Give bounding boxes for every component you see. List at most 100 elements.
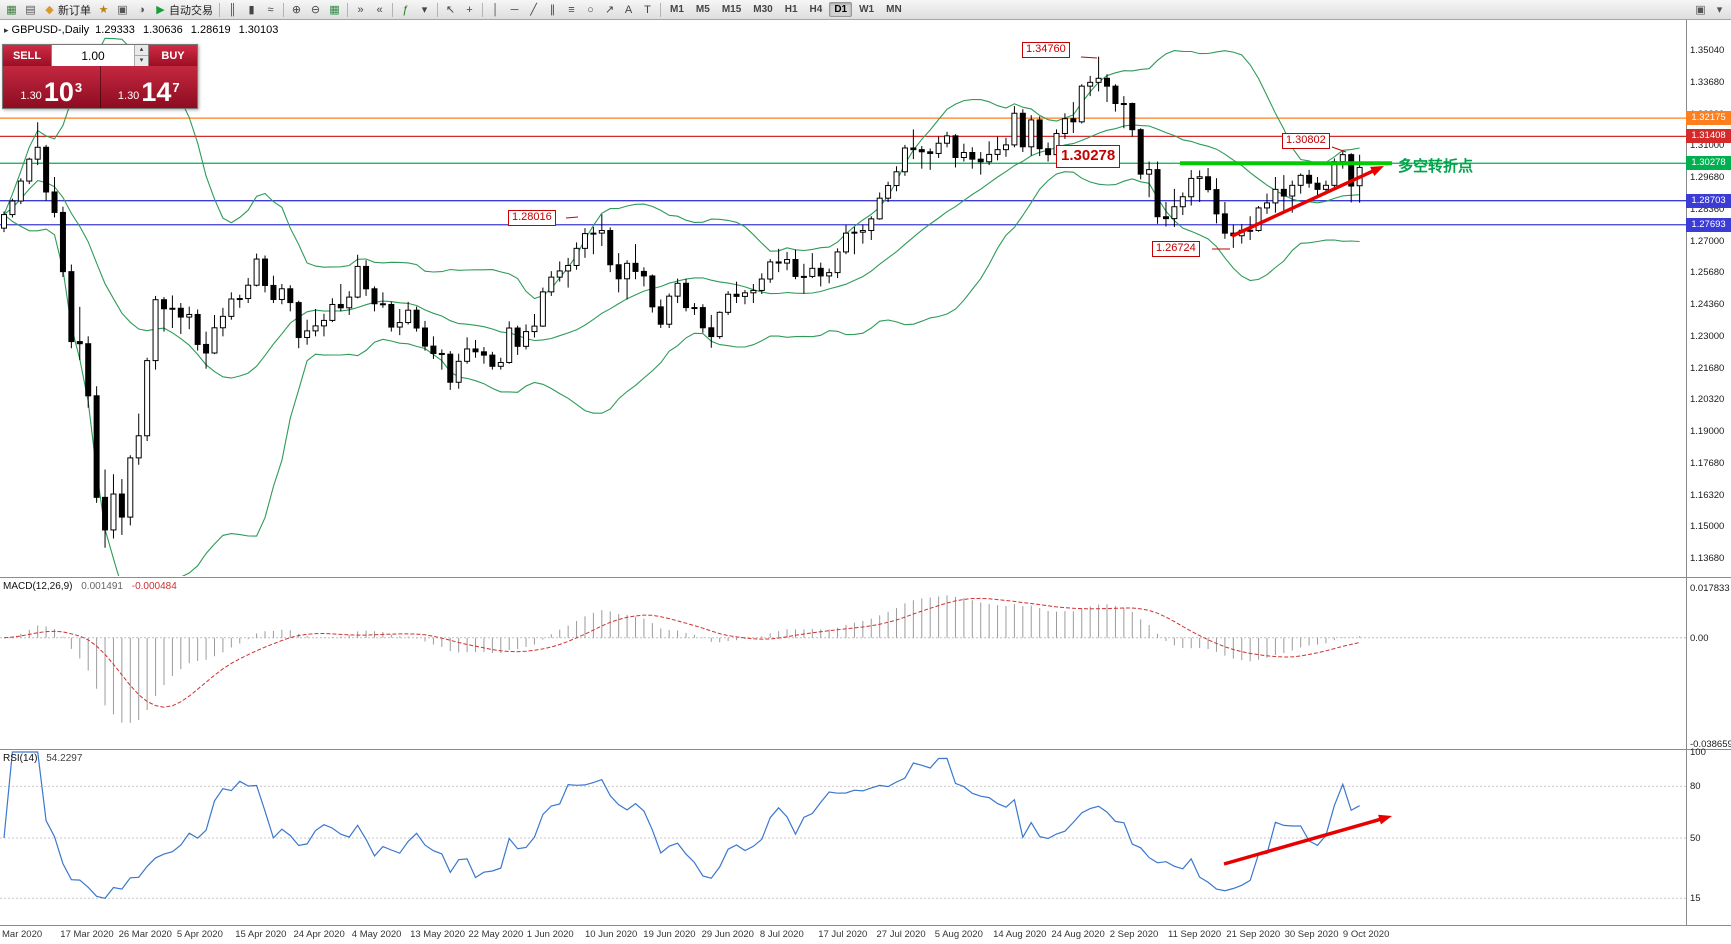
new-order-label: 新订单 — [58, 4, 91, 17]
timeframe-w1-button[interactable]: W1 — [859, 4, 875, 15]
ohlc-values: 1.29333 1.30636 1.28619 1.30103 — [95, 24, 279, 36]
price-axis-label: 1.27000 — [1690, 235, 1725, 247]
date-axis-label: 30 Sep 2020 — [1284, 929, 1339, 940]
text-icon: A — [624, 3, 633, 16]
date-axis-label: 8 Jul 2020 — [759, 929, 804, 940]
indicators-dropdown-icon[interactable]: ▾ — [416, 2, 433, 18]
price-axis-label: 1.33680 — [1690, 76, 1725, 88]
rsi-indicator-label: RSI(14) 54.2297 — [3, 753, 82, 764]
toolbar-options-icon[interactable]: ▾ — [1711, 2, 1728, 18]
toolbar-separator — [283, 2, 284, 17]
date-axis-label: Mar 2020 — [2, 929, 43, 940]
buy-button[interactable]: BUY — [149, 45, 197, 66]
profiles-icon: ▤ — [25, 3, 36, 16]
toolbar: ▦ ▤ ◆ 新订单 ★ ▣ ◑ ▶ 自动交易 ║ ▮ ≈ ⊕ ⊖ ▦ » « ƒ ▾ ↖ + │ ─ ╱ ∥ ≡ ○ ↗ A T M1 M5 M… — [0, 0, 1731, 20]
arrows-tool-icon: ↗ — [604, 3, 615, 16]
new-chart-icon[interactable]: ▦ — [3, 2, 20, 18]
trendline-icon[interactable]: ╱ — [525, 2, 542, 18]
date-axis-label: 5 Aug 2020 — [934, 929, 983, 940]
timeframe-mn-button[interactable]: MN — [886, 4, 902, 15]
timeframe-h4-button[interactable]: H4 — [809, 4, 823, 15]
autotrading-icon: ▶ — [156, 3, 165, 16]
equidistant-channel-icon[interactable]: ∥ — [544, 2, 561, 18]
sell-price-button[interactable]: 1.30 10 3 — [3, 66, 101, 108]
sell-price-sup: 3 — [74, 80, 83, 95]
date-axis-label: 9 Oct 2020 — [1342, 929, 1390, 940]
rsi-axis-label: 15 — [1690, 893, 1701, 904]
mql5-community-icon: ★ — [98, 3, 109, 16]
price-level-tag: 1.30278 — [1686, 156, 1731, 171]
macd-indicator-label: MACD(12,26,9) 0.001491 -0.000484 — [3, 581, 177, 592]
strategy-tester-icon[interactable]: ◑ — [133, 2, 150, 18]
date-axis-label: 22 May 2020 — [468, 929, 524, 940]
line-chart-mode-icon[interactable]: ≈ — [262, 2, 279, 18]
chart-shift-icon[interactable]: « — [371, 2, 388, 18]
trendline-icon: ╱ — [530, 3, 537, 16]
lot-increase-button[interactable]: ▴ — [135, 45, 148, 55]
timeframe-d1-button[interactable]: D1 — [829, 2, 853, 17]
one-click-trading-panel: SELL ▴ ▾ BUY 1.30 10 3 1.30 14 7 — [2, 44, 198, 109]
date-axis-label: 24 Aug 2020 — [1051, 929, 1105, 940]
price-axis-label: 1.29680 — [1690, 172, 1725, 183]
vertical-line-icon: │ — [492, 3, 499, 16]
auto-scroll-icon[interactable]: » — [352, 2, 369, 18]
buy-price-sup: 7 — [172, 80, 180, 95]
macd-axis-label: -0.038659 — [1690, 739, 1731, 750]
tile-windows-icon[interactable]: ▦ — [326, 2, 343, 18]
data-window-icon: ▣ — [117, 3, 128, 16]
autotrading-label: 自动交易 — [169, 4, 213, 17]
cursor-icon[interactable]: ↖ — [442, 2, 459, 18]
date-axis-label: 13 May 2020 — [410, 929, 466, 940]
indicators-icon[interactable]: ƒ — [397, 2, 414, 18]
text-label-icon[interactable]: T — [639, 2, 656, 18]
candlestick-mode-icon[interactable]: ▮ — [243, 2, 260, 18]
text-icon[interactable]: A — [620, 2, 637, 18]
lot-spinner: ▴ ▾ — [134, 45, 148, 66]
data-window-icon[interactable]: ▣ — [114, 2, 131, 18]
zoom-in-icon[interactable]: ⊕ — [288, 2, 305, 18]
collapse-triangle-icon[interactable]: ▸ — [4, 25, 9, 35]
date-axis-label: 10 Jun 2020 — [585, 929, 638, 940]
shapes-icon[interactable]: ○ — [582, 2, 599, 18]
new-order-button[interactable]: ◆ 新订单 — [41, 2, 93, 18]
rsi-axis-label: 100 — [1690, 747, 1706, 758]
profiles-icon[interactable]: ▤ — [22, 2, 39, 18]
price-axis-label: 1.17680 — [1690, 457, 1725, 469]
price-axis-label: 1.20320 — [1690, 394, 1725, 406]
horizontal-line-icon[interactable]: ─ — [506, 2, 523, 18]
autotrading-button[interactable]: ▶ 自动交易 — [152, 2, 215, 18]
sell-button[interactable]: SELL — [3, 45, 51, 66]
date-axis-label: 14 Aug 2020 — [993, 929, 1047, 940]
bar-chart-mode-icon[interactable]: ║ — [224, 2, 241, 18]
rsi-name: RSI(14) — [3, 753, 38, 764]
buy-price-button[interactable]: 1.30 14 7 — [100, 66, 197, 108]
crosshair-icon[interactable]: + — [461, 2, 478, 18]
timeframe-m5-button[interactable]: M5 — [695, 4, 710, 15]
price-callout-label: 1.30278 — [1056, 145, 1121, 168]
zoom-out-icon[interactable]: ⊖ — [307, 2, 324, 18]
arrows-tool-icon[interactable]: ↗ — [601, 2, 618, 18]
macd-axis-label: 0.00 — [1690, 633, 1709, 644]
macd-axis-label: 0.017833 — [1690, 583, 1730, 594]
lot-size-input[interactable] — [52, 45, 134, 66]
bar-chart-mode-icon: ║ — [228, 3, 237, 16]
lot-decrease-button[interactable]: ▾ — [135, 55, 148, 66]
price-axis-label: 1.21680 — [1690, 362, 1725, 374]
date-axis-label: 4 May 2020 — [351, 929, 402, 940]
vertical-line-icon[interactable]: │ — [487, 2, 504, 18]
timeframe-m30-button[interactable]: M30 — [753, 4, 773, 15]
timeframe-m1-button[interactable]: M1 — [670, 4, 684, 15]
timeframe-h1-button[interactable]: H1 — [784, 4, 798, 15]
zoom-in-icon: ⊕ — [291, 3, 302, 16]
indicators-dropdown-icon: ▾ — [421, 3, 428, 16]
price-level-tag: 1.27693 — [1686, 217, 1731, 232]
fibonacci-icon[interactable]: ≡ — [563, 2, 580, 18]
date-axis-label: 21 Sep 2020 — [1226, 929, 1281, 940]
price-callout-label: 1.34760 — [1022, 42, 1070, 58]
mql5-community-icon[interactable]: ★ — [95, 2, 112, 18]
chart-window-icon[interactable]: ▣ — [1692, 2, 1709, 18]
chart-shift-icon: « — [376, 3, 383, 16]
timeframe-m15-button[interactable]: M15 — [721, 4, 742, 15]
price-axis-label: 1.25680 — [1690, 267, 1725, 279]
